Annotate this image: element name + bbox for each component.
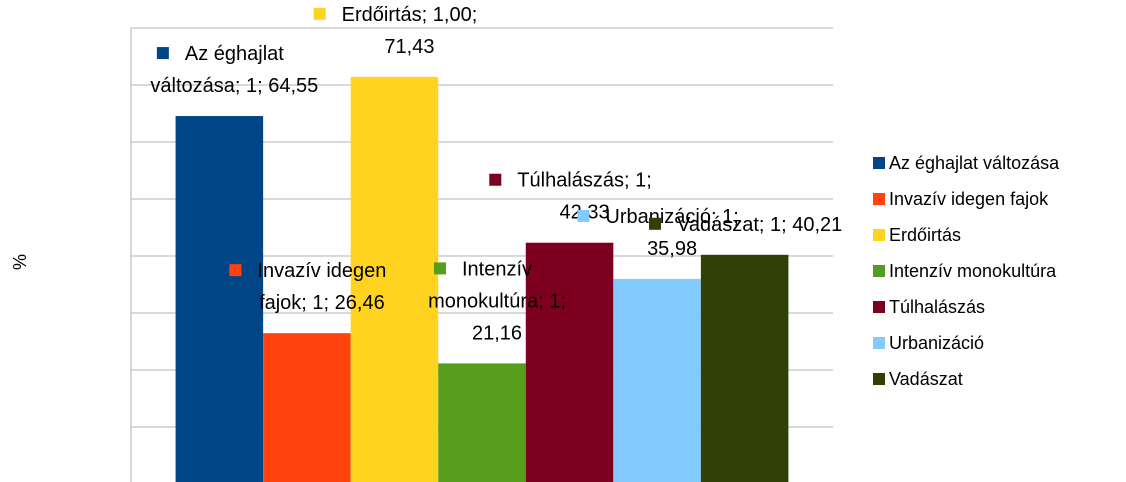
bar (350, 76, 439, 482)
bar (175, 116, 264, 482)
data-label-key (648, 217, 661, 230)
y-axis-label: % (10, 254, 30, 270)
data-label: Urbanizáció; 1; 35,98 (605, 206, 738, 260)
legend-label: Erdőirtás (889, 225, 961, 245)
data-label: Túlhalászás; 1;42,33 (517, 170, 652, 224)
legend-key (873, 337, 885, 349)
legend-label: Invazív idegen fajok (889, 189, 1049, 209)
legend-key (873, 265, 885, 277)
data-label: Vadászat; 1; 40,21 (677, 214, 842, 236)
bar (613, 278, 701, 482)
legend-label: Túlhalászás (889, 297, 985, 317)
data-label-key (433, 262, 446, 275)
legend-key (873, 157, 885, 169)
data-label: Erdőirtás; 1,00; 71,43 (342, 4, 478, 58)
data-label-key (489, 173, 502, 186)
data-label-key (577, 209, 590, 222)
legend-label: Az éghajlat változása (889, 153, 1060, 173)
legend-key (873, 193, 885, 205)
data-label-key (156, 47, 169, 60)
legend-key (873, 301, 885, 313)
data-label-key (313, 7, 326, 20)
bar (700, 254, 789, 482)
bar (525, 242, 614, 482)
legend-key (873, 229, 885, 241)
legend-label: Urbanizáció (889, 333, 984, 353)
data-label: Az éghajlat változása; 1; 64,55 (150, 43, 318, 97)
legend-label: Vadászat (889, 369, 963, 389)
bar (263, 333, 351, 482)
data-label: Invazív idegen fajok; 1; 26,46 (257, 260, 386, 314)
data-label: Intenzív monokultúra; 1; 21,16 (428, 258, 566, 344)
legend-label: Intenzív monokultúra (889, 261, 1057, 281)
legend-key (873, 373, 885, 385)
bar (438, 363, 526, 482)
data-label-key (229, 264, 242, 277)
